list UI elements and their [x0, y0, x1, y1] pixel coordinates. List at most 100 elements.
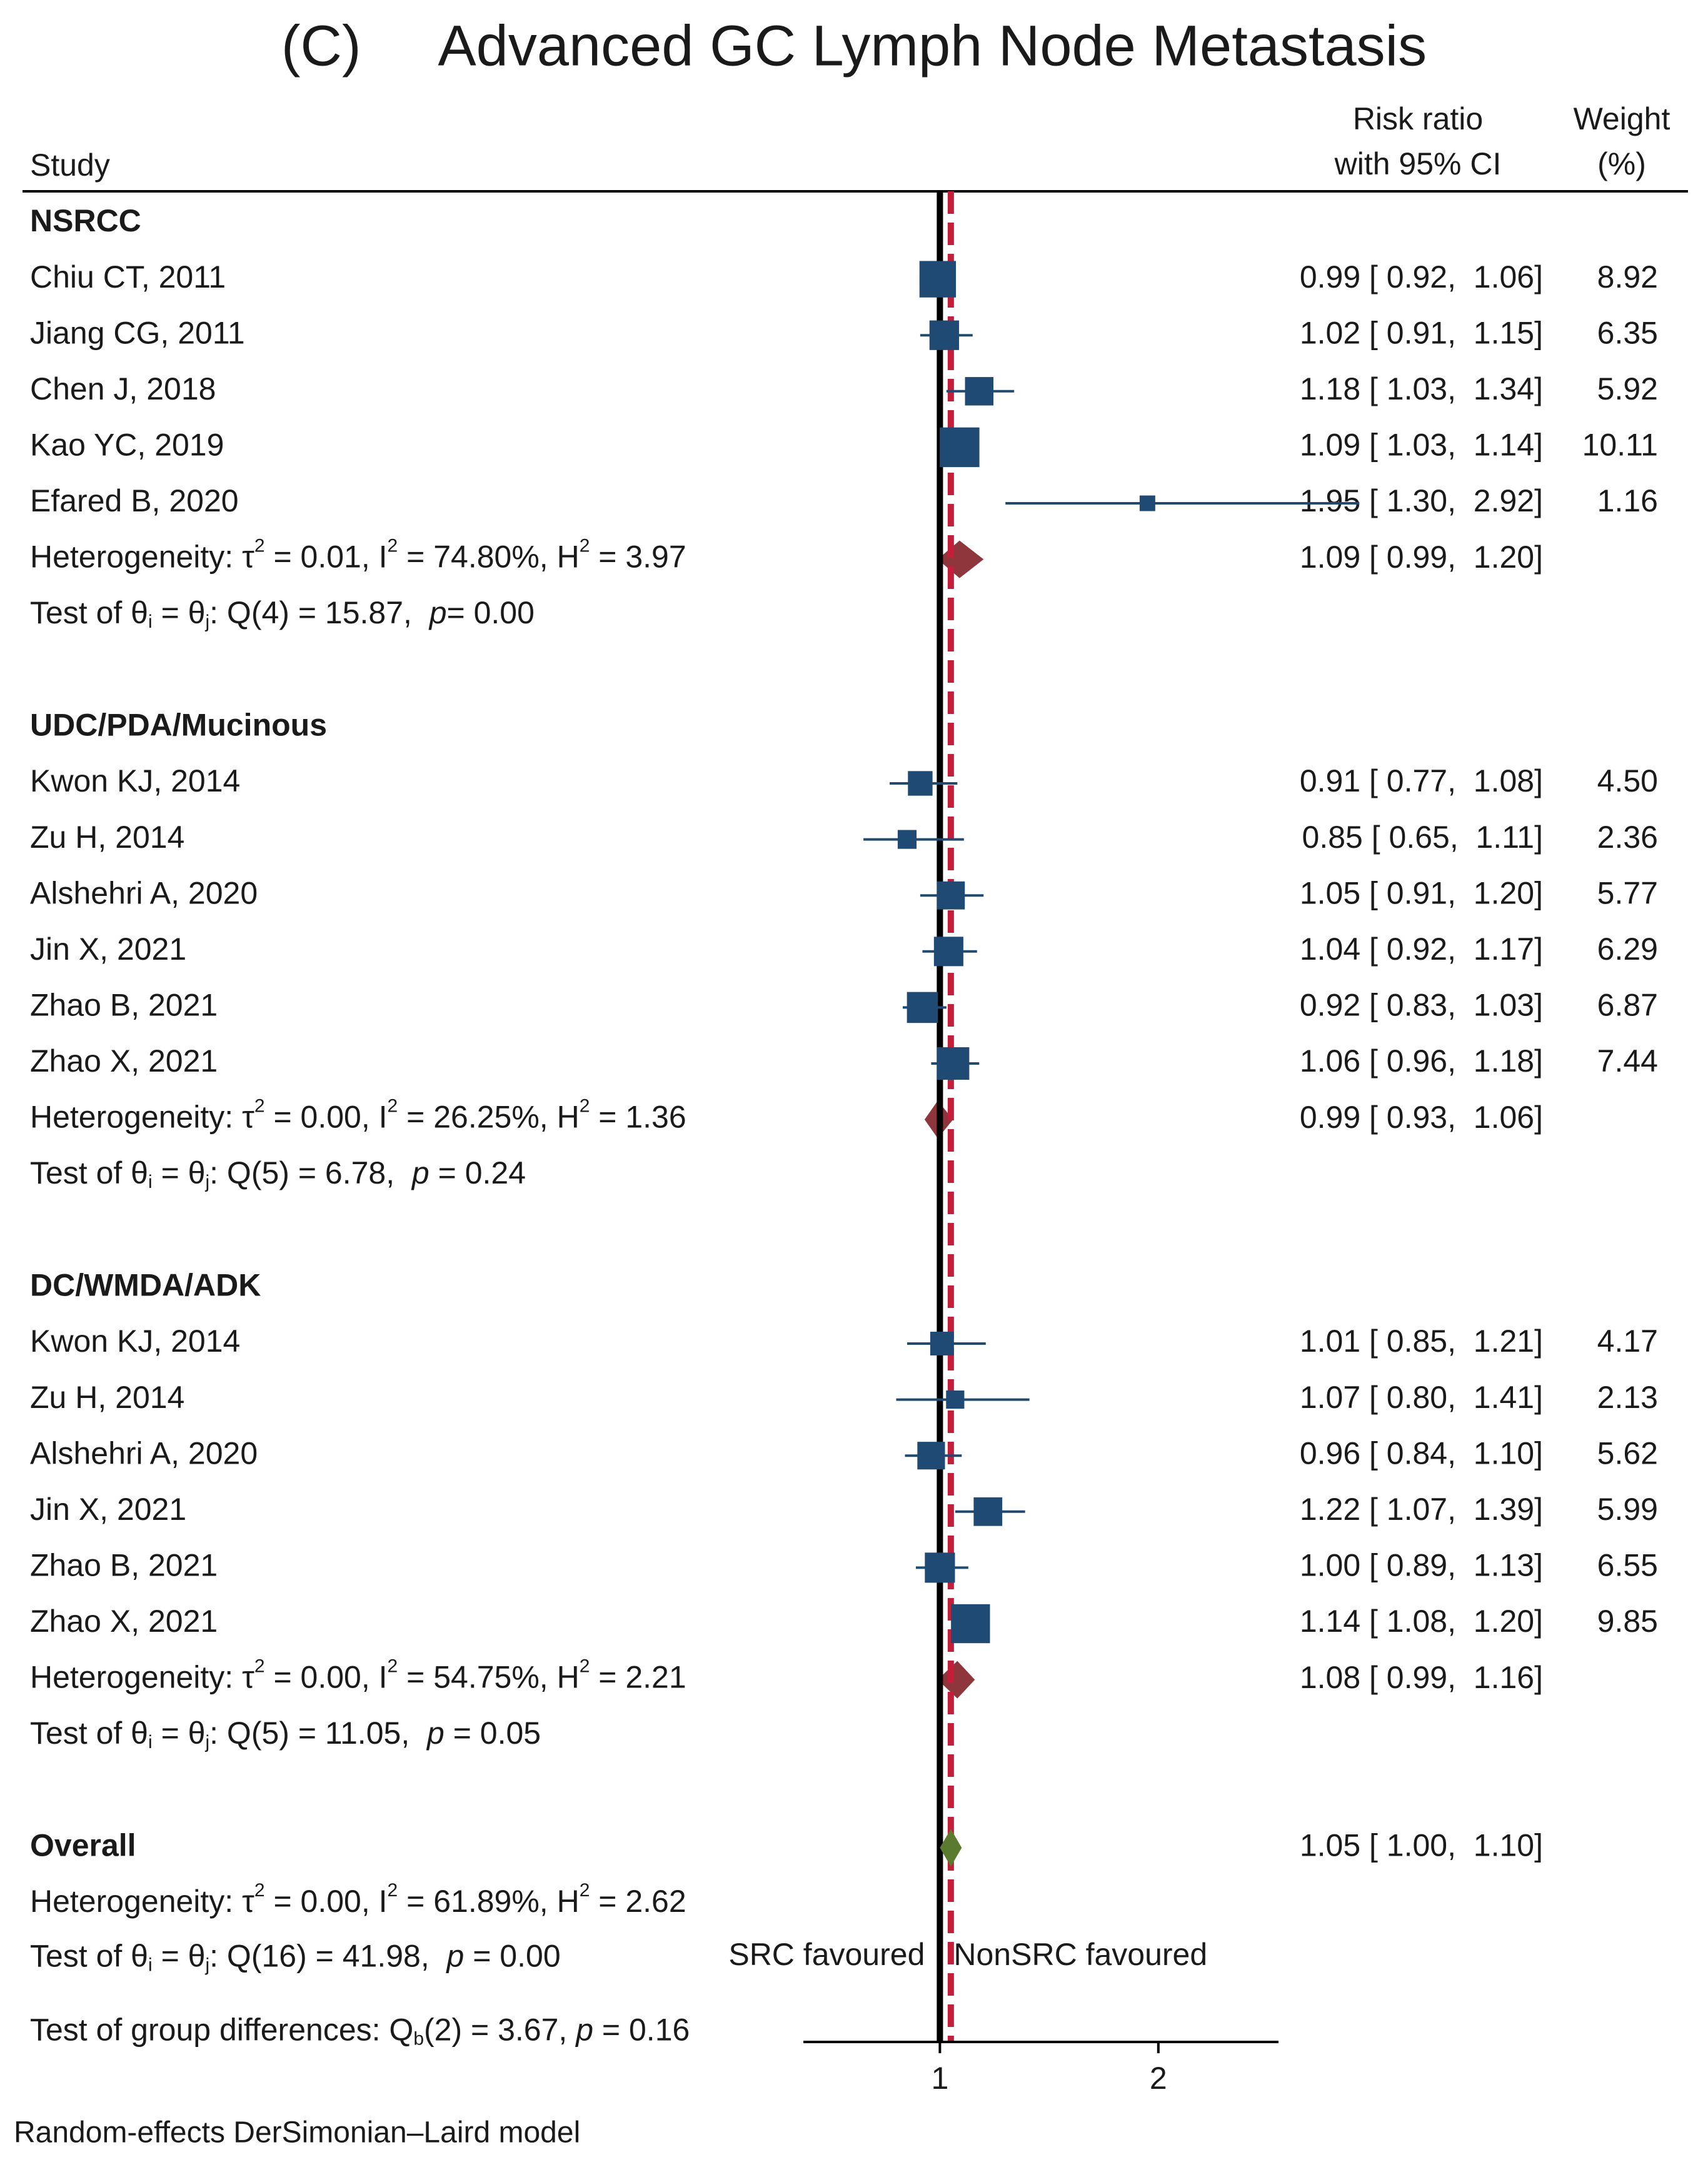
study-ci-value: 1.01 [ 0.85, 1.21] [1300, 1324, 1543, 1359]
study-label: Zu H, 2014 [30, 820, 184, 855]
study-label: Chiu CT, 2011 [30, 259, 226, 294]
study-marker [930, 1332, 954, 1355]
study-weight-value: 1.16 [1597, 483, 1658, 518]
study-marker [925, 1552, 955, 1583]
header-weight: Weight [1574, 101, 1670, 136]
study-label: Efared B, 2020 [30, 483, 239, 518]
study-weight-value: 5.92 [1597, 371, 1658, 406]
test-line: Test of θi = θj: Q(4) = 15.87, p= 0.00 [30, 595, 535, 632]
nonsrc-favoured-label: NonSRC favoured [953, 1937, 1207, 1972]
study-marker [973, 1497, 1003, 1526]
study-label: Jin X, 2021 [30, 932, 186, 967]
study-ci-value: 1.05 [ 0.91, 1.20] [1300, 875, 1543, 910]
study-marker [937, 881, 965, 910]
study-marker [965, 377, 994, 406]
study-ci-value: 1.14 [ 1.08, 1.20] [1300, 1604, 1543, 1639]
study-weight-value: 6.87 [1597, 988, 1658, 1023]
overall-ci-value: 1.05 [ 1.00, 1.10] [1300, 1828, 1543, 1863]
study-label: Zhao X, 2021 [30, 1604, 218, 1639]
study-marker [907, 992, 938, 1023]
study-ci-value: 0.91 [ 0.77, 1.08] [1300, 763, 1543, 798]
heterogeneity-line: Heterogeneity: τ2 = 0.00, I2 = 54.75%, H… [30, 1656, 686, 1695]
study-weight-value: 4.50 [1597, 763, 1658, 798]
group-heading: UDC/PDA/Mucinous [30, 708, 327, 743]
study-weight-value: 5.77 [1597, 875, 1658, 910]
study-ci-value: 0.92 [ 0.83, 1.03] [1300, 988, 1543, 1023]
study-weight-value: 6.55 [1597, 1548, 1658, 1583]
overall-diamond [940, 1829, 962, 1867]
subgroup-ci-value: 1.08 [ 0.99, 1.16] [1300, 1660, 1543, 1695]
study-weight-value: 2.13 [1597, 1380, 1658, 1415]
subgroup-ci-value: 1.09 [ 0.99, 1.20] [1300, 540, 1543, 575]
group-heading: DC/WMDA/ADK [30, 1268, 261, 1303]
study-marker [940, 427, 980, 468]
study-marker [908, 771, 933, 796]
test-line: Test of θi = θj: Q(5) = 6.78, p = 0.24 [30, 1155, 526, 1192]
study-ci-value: 1.06 [ 0.96, 1.18] [1300, 1043, 1543, 1078]
overall-test-line: Test of θi = θj: Q(16) = 41.98, p = 0.00 [30, 1939, 561, 1976]
header-weight-unit: (%) [1597, 146, 1646, 181]
study-ci-value: 0.85 [ 0.65, 1.11] [1302, 820, 1543, 855]
subgroup-diamond [937, 540, 984, 578]
group-differences-line: Test of group differences: Qb(2) = 3.67,… [30, 2013, 690, 2049]
chart-title: (C) Advanced GC Lymph Node Metastasis [281, 14, 1427, 78]
study-marker [1139, 495, 1155, 511]
study-label: Zhao B, 2021 [30, 988, 218, 1023]
overall-label: Overall [30, 1828, 136, 1863]
study-marker [951, 1604, 990, 1644]
study-marker [946, 1390, 965, 1409]
study-marker [929, 320, 960, 350]
study-marker [933, 937, 963, 967]
subgroup-ci-value: 0.99 [ 0.93, 1.06] [1300, 1100, 1543, 1135]
test-line: Test of θi = θj: Q(5) = 11.05, p = 0.05 [30, 1716, 541, 1752]
src-favoured-label: SRC favoured [728, 1937, 925, 1972]
x-tick-label: 2 [1150, 2061, 1167, 2096]
study-weight-value: 5.99 [1597, 1492, 1658, 1527]
study-ci-value: 1.09 [ 1.03, 1.14] [1300, 428, 1543, 463]
study-marker [897, 830, 917, 849]
study-label: Chen J, 2018 [30, 371, 216, 406]
study-ci-value: 1.02 [ 0.91, 1.15] [1300, 315, 1543, 350]
study-label: Jin X, 2021 [30, 1492, 186, 1527]
study-weight-value: 8.92 [1597, 259, 1658, 294]
study-ci-value: 0.99 [ 0.92, 1.06] [1300, 259, 1543, 294]
overall-heterogeneity-line: Heterogeneity: τ2 = 0.00, I2 = 61.89%, H… [30, 1880, 686, 1919]
study-ci-value: 1.07 [ 0.80, 1.41] [1300, 1380, 1543, 1415]
study-label: Alshehri A, 2020 [30, 1435, 258, 1471]
study-label: Zhao B, 2021 [30, 1548, 218, 1583]
study-weight-value: 6.29 [1597, 932, 1658, 967]
study-label: Kwon KJ, 2014 [30, 1324, 240, 1359]
x-tick-label: 1 [931, 2061, 948, 2096]
study-marker [917, 1442, 945, 1470]
study-weight-value: 5.62 [1597, 1435, 1658, 1471]
study-label: Zhao X, 2021 [30, 1043, 218, 1078]
heterogeneity-line: Heterogeneity: τ2 = 0.01, I2 = 74.80%, H… [30, 536, 686, 575]
subgroup-diamond [937, 1661, 975, 1699]
footnote: Random-effects DerSimonian–Laird model [14, 2116, 580, 2149]
study-weight-value: 9.85 [1597, 1604, 1658, 1639]
study-weight-value: 7.44 [1597, 1043, 1658, 1078]
study-label: Kwon KJ, 2014 [30, 763, 240, 798]
study-label: Zu H, 2014 [30, 1380, 184, 1415]
study-marker [919, 261, 957, 298]
study-weight-value: 2.36 [1597, 820, 1658, 855]
study-label: Alshehri A, 2020 [30, 875, 258, 910]
header-ci: with 95% CI [1334, 146, 1502, 181]
header-study: Study [30, 148, 110, 183]
study-ci-value: 1.00 [ 0.89, 1.13] [1300, 1548, 1543, 1583]
group-heading: NSRCC [30, 203, 141, 238]
study-weight-value: 4.17 [1597, 1324, 1658, 1359]
study-ci-value: 1.95 [ 1.30, 2.92] [1300, 483, 1543, 518]
study-weight-value: 6.35 [1597, 315, 1658, 350]
marker-layer [863, 261, 1360, 1644]
study-ci-value: 1.18 [ 1.03, 1.34] [1300, 371, 1543, 406]
study-label: Jiang CG, 2011 [30, 315, 245, 350]
study-label: Kao YC, 2019 [30, 428, 224, 463]
study-marker [937, 1047, 970, 1080]
header-risk-ratio: Risk ratio [1353, 101, 1483, 136]
heterogeneity-line: Heterogeneity: τ2 = 0.00, I2 = 26.25%, H… [30, 1096, 686, 1135]
study-weight-value: 10.11 [1582, 428, 1658, 463]
study-ci-value: 1.22 [ 1.07, 1.39] [1300, 1492, 1543, 1527]
study-ci-value: 1.04 [ 0.92, 1.17] [1300, 932, 1543, 967]
